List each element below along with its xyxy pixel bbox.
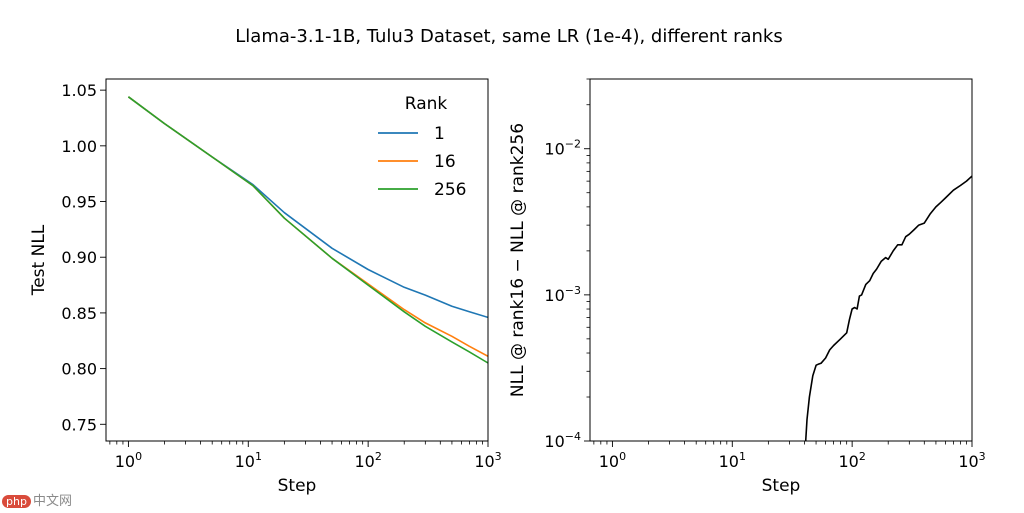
y-tick-label: 10−3	[544, 284, 581, 305]
y-axis-label: NLL @ rank16 − NLL @ rank256	[508, 123, 528, 397]
y-tick-label: 0.80	[61, 360, 97, 379]
y-tick-label: 10−2	[544, 138, 581, 159]
x-tick-label: 101	[719, 450, 746, 471]
left-frame	[105, 78, 489, 442]
x-axis-label: Step	[278, 476, 317, 496]
x-tick-label: 100	[599, 450, 626, 471]
x-tick-label: 102	[354, 450, 381, 471]
x-tick-label: 101	[235, 450, 262, 471]
x-axis-label: Step	[762, 476, 801, 496]
legend-label-1: 1	[434, 124, 445, 144]
legend-title: Rank	[405, 94, 448, 114]
x-tick-label: 100	[115, 450, 142, 471]
series-line-difference	[804, 175, 972, 441]
series-line-256	[127, 96, 488, 364]
y-tick-label: 0.85	[61, 304, 97, 323]
y-axis-label: Test NLL	[29, 224, 49, 296]
figure-suptitle: Llama-3.1-1B, Tulu3 Dataset, same LR (1e…	[235, 26, 782, 47]
right-axes: 100 101 102 103 10−4 10−3 10−2 Step NLL @ rank16…	[508, 78, 986, 496]
watermark-text: 中文网	[32, 494, 72, 509]
watermark-badge: php	[2, 495, 31, 508]
y-tick-label: 0.95	[61, 193, 97, 212]
left-axes: 100 101 102 103 0.75 0.80 0.85 0.90 0.95 1.00 1.05…	[29, 78, 502, 496]
y-tick-label: 10−4	[544, 430, 581, 451]
watermark: php 中文网	[2, 490, 72, 509]
y-tick-label: 0.75	[61, 415, 97, 434]
x-tick-label: 103	[958, 450, 985, 471]
x-tick-label: 103	[474, 450, 501, 471]
x-tick-label: 102	[838, 450, 865, 471]
right-frame	[589, 78, 973, 442]
legend-label-256: 256	[434, 180, 466, 200]
y-tick-label: 0.90	[61, 248, 97, 267]
y-tick-label: 1.05	[61, 81, 97, 100]
legend-label-16: 16	[434, 152, 456, 172]
y-tick-label: 1.00	[61, 137, 97, 156]
